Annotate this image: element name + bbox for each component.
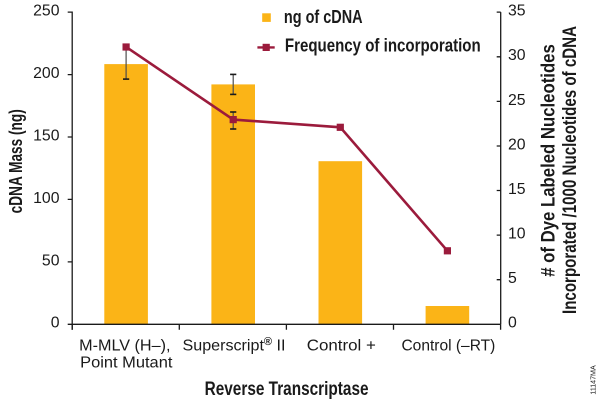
svg-text:100: 100 (33, 190, 60, 207)
svg-text:ng of cDNA: ng of cDNA (284, 6, 363, 27)
svg-text:Control (–RT): Control (–RT) (401, 337, 495, 354)
svg-text:Point Mutant: Point Mutant (80, 354, 173, 371)
svg-text:cDNA Mass (ng): cDNA Mass (ng) (6, 109, 26, 213)
svg-text:10: 10 (508, 226, 526, 243)
svg-text:0: 0 (508, 315, 517, 332)
svg-text:50: 50 (42, 252, 60, 269)
svg-text:5: 5 (508, 270, 517, 287)
svg-text:25: 25 (508, 92, 526, 109)
svg-text:0: 0 (51, 315, 60, 332)
svg-text:# of Dye Labeled Nucleotides: # of Dye Labeled Nucleotides (538, 44, 560, 277)
svg-text:30: 30 (508, 47, 526, 64)
svg-text:Frequency of incorporation: Frequency of incorporation (285, 34, 481, 55)
svg-text:15: 15 (508, 181, 526, 198)
svg-text:Reverse Transcriptase: Reverse Transcriptase (205, 379, 369, 400)
svg-text:11147MA: 11147MA (589, 365, 598, 394)
svg-text:M-MLV (H–),: M-MLV (H–), (79, 337, 170, 354)
svg-text:20: 20 (508, 136, 526, 153)
svg-text:200: 200 (33, 65, 60, 82)
svg-text:150: 150 (33, 127, 60, 144)
svg-text:Control +: Control + (307, 337, 376, 354)
svg-text:35: 35 (508, 3, 526, 20)
svg-text:Superscript® II: Superscript® II (183, 336, 286, 354)
svg-text:Incorporated /1000 Nucleotides: Incorporated /1000 Nucleotides of cDNA (559, 26, 581, 314)
svg-text:250: 250 (33, 3, 60, 20)
